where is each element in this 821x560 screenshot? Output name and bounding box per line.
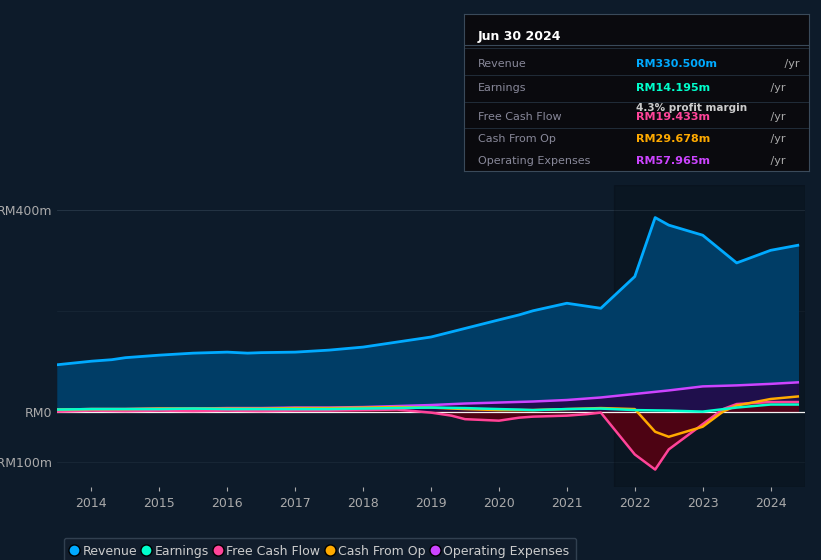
Text: /yr: /yr	[767, 134, 785, 144]
Text: /yr: /yr	[767, 156, 785, 166]
Legend: Revenue, Earnings, Free Cash Flow, Cash From Op, Operating Expenses: Revenue, Earnings, Free Cash Flow, Cash …	[64, 538, 576, 560]
Text: RM19.433m: RM19.433m	[636, 113, 710, 123]
Bar	[614, 185, 805, 487]
Text: RM14.195m: RM14.195m	[636, 83, 710, 93]
Text: /yr: /yr	[781, 59, 800, 69]
Text: Jun 30 2024: Jun 30 2024	[478, 30, 562, 43]
Text: Cash From Op: Cash From Op	[478, 134, 556, 144]
Text: /yr: /yr	[767, 83, 785, 93]
Text: RM57.965m: RM57.965m	[636, 156, 710, 166]
Text: Operating Expenses: Operating Expenses	[478, 156, 590, 166]
Text: Revenue: Revenue	[478, 59, 526, 69]
Text: /yr: /yr	[767, 113, 785, 123]
Text: Free Cash Flow: Free Cash Flow	[478, 113, 562, 123]
Text: RM330.500m: RM330.500m	[636, 59, 718, 69]
Text: RM29.678m: RM29.678m	[636, 134, 710, 144]
Text: 4.3% profit margin: 4.3% profit margin	[636, 103, 747, 113]
Text: Earnings: Earnings	[478, 83, 526, 93]
